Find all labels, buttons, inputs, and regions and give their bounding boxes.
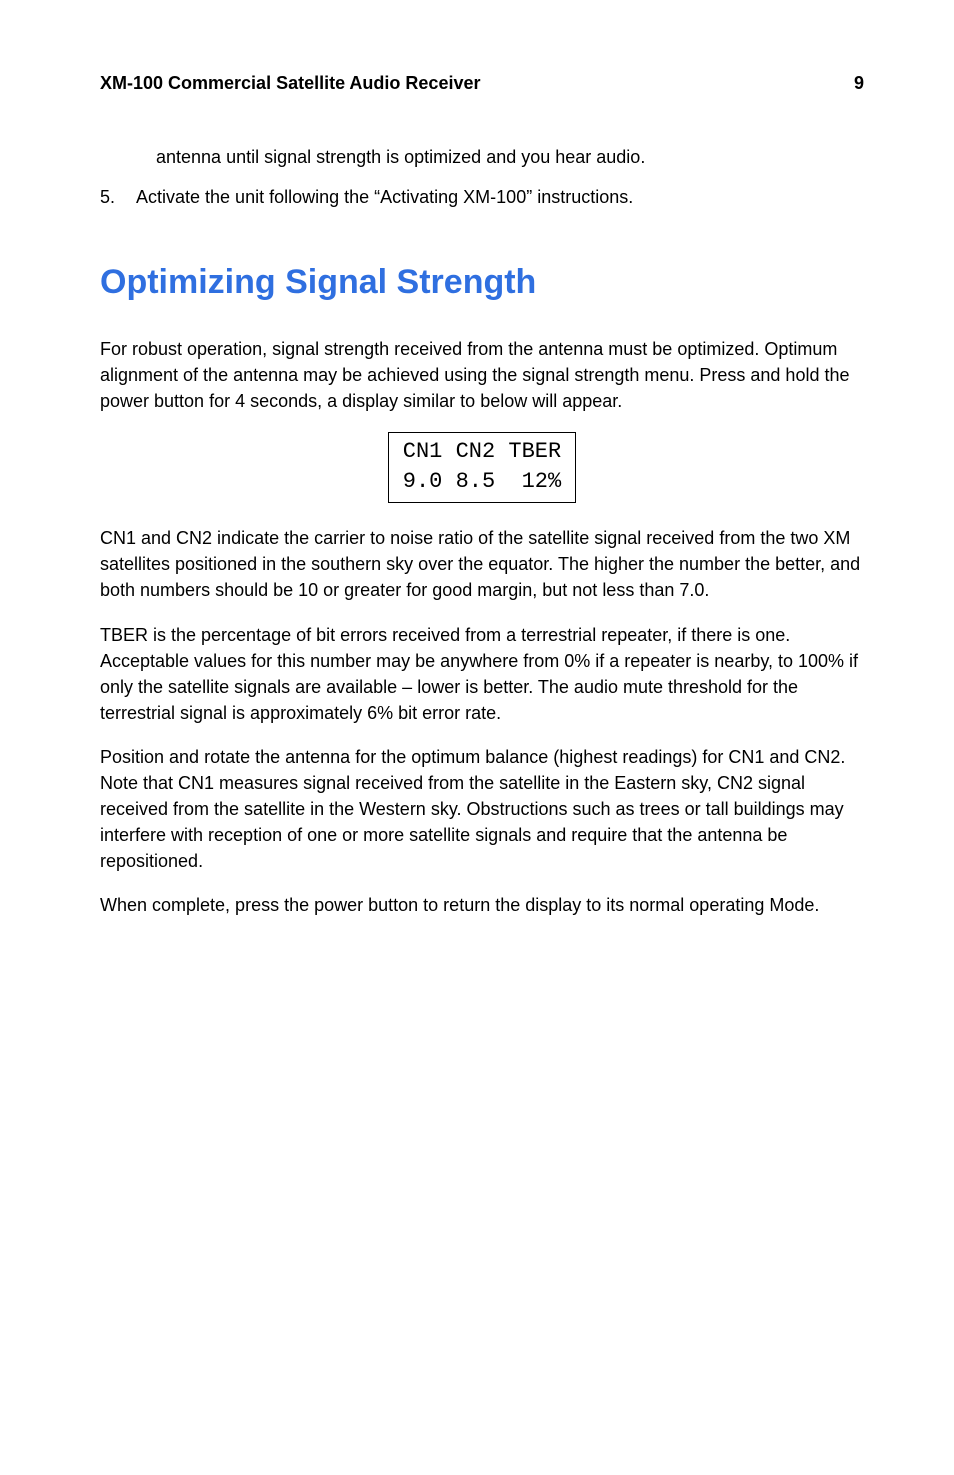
page-number: 9	[854, 70, 864, 96]
lcd-line-1: CN1 CN2 TBER	[403, 439, 561, 464]
step-5: 5. Activate the unit following the “Acti…	[100, 184, 864, 210]
tber-paragraph: TBER is the percentage of bit errors rec…	[100, 622, 864, 726]
continuation-text: antenna until signal strength is optimiz…	[156, 144, 864, 170]
step-text: Activate the unit following the “Activat…	[136, 184, 864, 210]
lcd-display: CN1 CN2 TBER 9.0 8.5 12%	[388, 432, 576, 503]
step-number: 5.	[100, 184, 136, 210]
section-heading: Optimizing Signal Strength	[100, 258, 864, 307]
complete-paragraph: When complete, press the power button to…	[100, 892, 864, 918]
lcd-display-wrap: CN1 CN2 TBER 9.0 8.5 12%	[100, 432, 864, 503]
position-paragraph: Position and rotate the antenna for the …	[100, 744, 864, 874]
page-header: XM-100 Commercial Satellite Audio Receiv…	[100, 70, 864, 96]
lcd-line-2: 9.0 8.5 12%	[403, 469, 561, 494]
cn-paragraph: CN1 and CN2 indicate the carrier to nois…	[100, 525, 864, 603]
doc-title: XM-100 Commercial Satellite Audio Receiv…	[100, 70, 480, 96]
intro-paragraph: For robust operation, signal strength re…	[100, 336, 864, 414]
